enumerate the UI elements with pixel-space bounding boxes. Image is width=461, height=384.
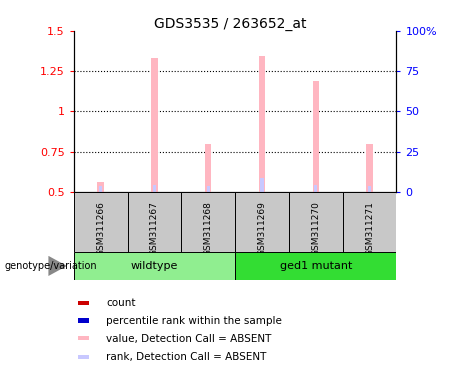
Bar [77,318,89,323]
Text: GSM311269: GSM311269 [258,201,266,256]
Text: GDS3535 / 263652_at: GDS3535 / 263652_at [154,17,307,31]
Text: value, Detection Call = ABSENT: value, Detection Call = ABSENT [106,334,271,344]
Bar [207,185,210,192]
Text: genotype/variation: genotype/variation [5,261,97,271]
Bar [77,336,89,340]
Text: GSM311270: GSM311270 [311,201,320,256]
Bar [77,301,89,305]
Text: wildtype: wildtype [131,261,178,271]
Bar [97,182,104,192]
Bar [235,192,289,252]
Bar [99,186,102,192]
Text: GSM311268: GSM311268 [204,201,213,256]
Bar [235,252,396,280]
Bar [314,185,317,192]
Text: ged1 mutant: ged1 mutant [280,261,352,271]
Bar [366,144,373,192]
Bar [205,144,212,192]
Text: GSM311267: GSM311267 [150,201,159,256]
Text: count: count [106,298,136,308]
Bar [181,192,235,252]
Text: GSM311271: GSM311271 [365,201,374,256]
Text: GSM311266: GSM311266 [96,201,105,256]
Bar [368,186,371,192]
Bar [151,58,158,192]
Text: percentile rank within the sample: percentile rank within the sample [106,316,282,326]
Bar [313,81,319,192]
Bar [74,192,128,252]
Bar [128,192,181,252]
Bar [289,192,343,252]
Bar [260,178,264,192]
Text: rank, Detection Call = ABSENT: rank, Detection Call = ABSENT [106,352,266,362]
Bar [259,56,265,192]
Polygon shape [48,256,67,276]
Bar [153,185,156,192]
Bar [77,354,89,359]
Bar [343,192,396,252]
Bar [74,252,235,280]
